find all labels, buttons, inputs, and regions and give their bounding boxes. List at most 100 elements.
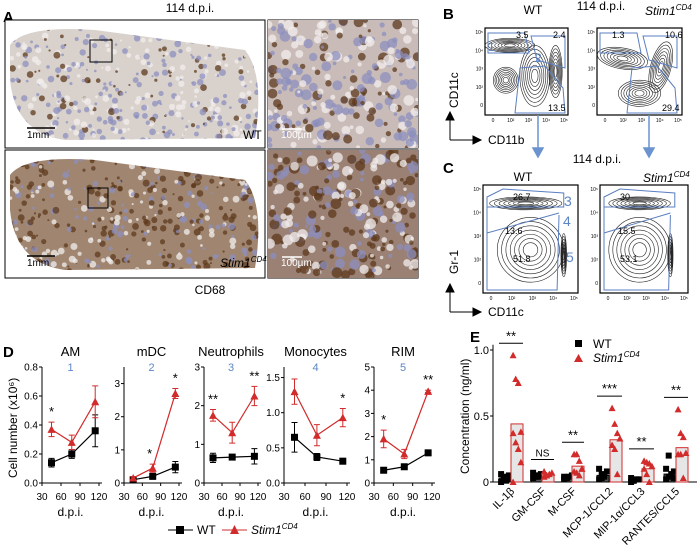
cell — [210, 115, 215, 120]
cell — [111, 228, 118, 235]
data-point-stim — [250, 392, 259, 400]
data-point-wt — [400, 463, 408, 471]
cell — [349, 259, 360, 270]
y-tick-label: 10² — [474, 258, 482, 264]
cell — [399, 159, 407, 168]
cell — [142, 113, 148, 119]
cell — [252, 249, 259, 256]
y-tick-label: 2 — [364, 432, 370, 443]
cell — [319, 261, 329, 270]
x-tick-label: 10² — [507, 118, 515, 124]
cell — [120, 225, 125, 230]
y-tick-label: 2 — [194, 401, 200, 412]
cell — [85, 68, 89, 71]
cell — [324, 73, 331, 81]
cell — [360, 177, 364, 182]
cell — [176, 253, 183, 260]
axis-arrows-b — [445, 110, 483, 145]
contour — [562, 250, 565, 261]
tissue — [268, 20, 418, 148]
cell — [408, 197, 414, 203]
cell — [324, 178, 330, 184]
cell — [148, 200, 155, 206]
cell — [119, 211, 123, 215]
cell — [132, 77, 139, 84]
cell — [177, 181, 182, 186]
cell — [290, 79, 300, 89]
cell — [381, 237, 387, 243]
cell — [268, 88, 278, 99]
cell — [314, 193, 323, 202]
y-tick-label: 10⁵ — [590, 187, 598, 193]
data-point-stim — [575, 471, 583, 479]
cell — [238, 69, 244, 75]
cell — [387, 47, 395, 55]
svg-text:WT: WT — [593, 337, 612, 351]
x-tick-label: 30 — [278, 492, 290, 503]
cell — [160, 195, 166, 201]
cell — [120, 39, 123, 42]
cell — [208, 256, 213, 261]
cell — [131, 231, 137, 237]
cell — [285, 219, 294, 228]
category-label: M-CSF — [546, 485, 579, 518]
cell — [239, 128, 243, 132]
cell — [135, 217, 139, 221]
gate-value: 1.3 — [612, 30, 625, 40]
e-y-axis-label: Concentration (ng/ml) — [458, 359, 472, 474]
cell — [349, 75, 358, 83]
cell — [114, 214, 121, 222]
cell — [330, 50, 341, 61]
cell — [133, 35, 141, 42]
contour — [518, 238, 543, 262]
gate-value: 30 — [620, 192, 630, 202]
x-tick-label: 30 — [198, 492, 210, 503]
cell — [177, 111, 180, 114]
data-point-wt — [313, 453, 321, 461]
cell — [289, 87, 294, 92]
stain-label: CD68 — [195, 283, 226, 297]
cell — [143, 218, 149, 225]
cell — [398, 72, 403, 77]
cell — [275, 123, 281, 129]
cell — [116, 116, 120, 120]
cell — [81, 78, 86, 83]
cell — [376, 59, 387, 69]
cell — [96, 128, 103, 135]
gate-number: 1 — [488, 40, 495, 54]
cell — [47, 160, 51, 165]
cell — [52, 119, 59, 127]
cell — [386, 38, 398, 49]
cell — [196, 78, 204, 86]
cell — [74, 37, 79, 42]
cell — [120, 136, 126, 140]
cell — [394, 50, 404, 60]
cell — [153, 71, 160, 77]
cell — [221, 223, 226, 228]
legend-wt: WT — [575, 337, 612, 351]
cell — [121, 127, 127, 134]
cell — [309, 52, 318, 62]
cell — [231, 127, 236, 132]
c-y-axis-label: Gr-1 — [447, 250, 461, 274]
cell — [271, 26, 277, 32]
cell — [97, 186, 101, 191]
cell — [56, 116, 60, 120]
data-point-stim — [517, 458, 525, 466]
cell — [117, 129, 123, 135]
cell — [145, 120, 151, 125]
cell — [116, 230, 124, 238]
data-point-stim — [209, 411, 217, 419]
data-point-stim — [682, 449, 690, 456]
contour — [620, 229, 659, 270]
cell — [377, 179, 381, 183]
cell — [399, 177, 404, 182]
y-tick-label: 0.0 — [266, 479, 280, 490]
cell — [162, 219, 168, 224]
contour — [491, 39, 529, 51]
cell — [281, 85, 288, 91]
cell — [198, 63, 204, 70]
cell — [164, 113, 168, 117]
b-wt-title: WT — [524, 3, 543, 17]
cell — [193, 69, 197, 73]
